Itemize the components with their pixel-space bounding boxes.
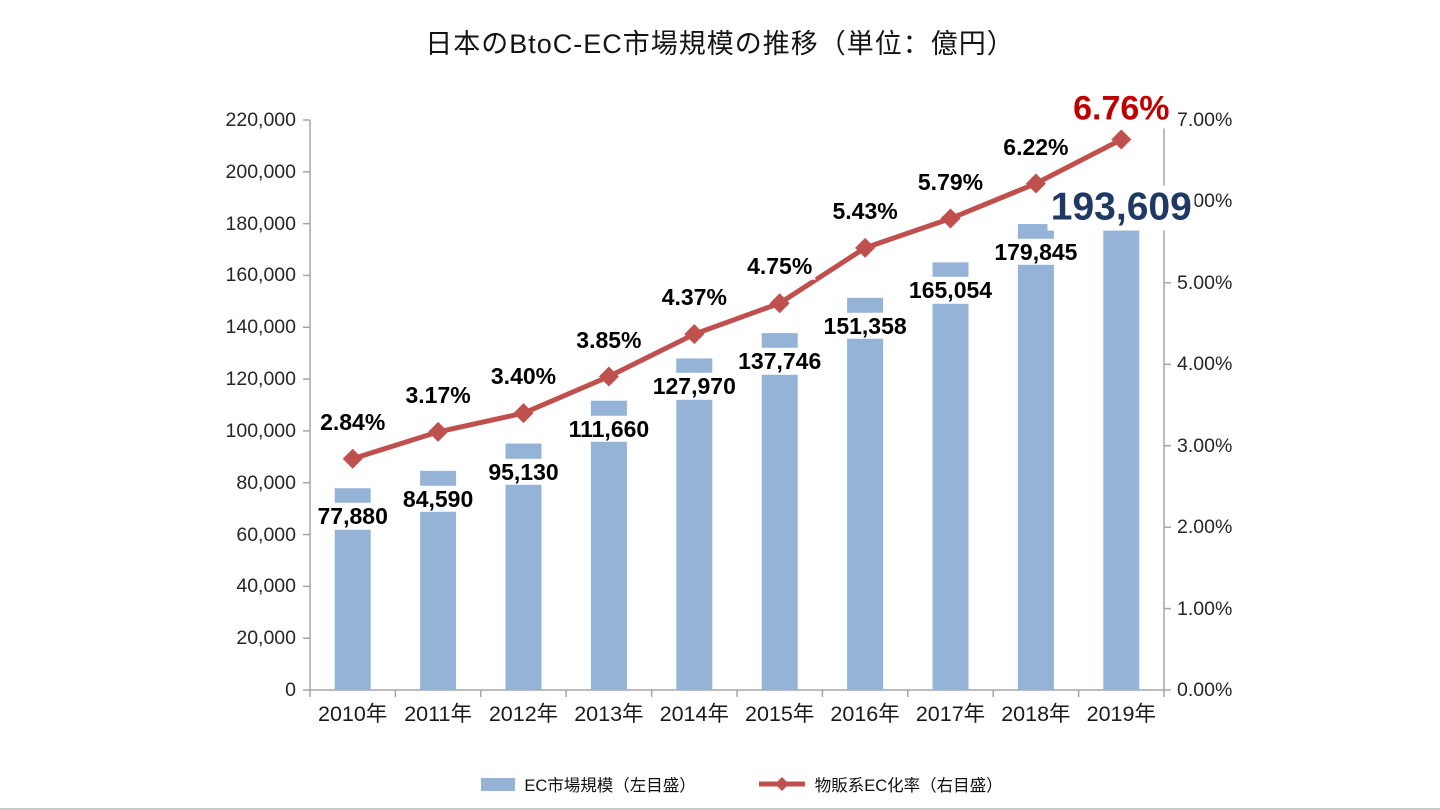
line-marker-2015年 [769, 293, 790, 314]
line-marker-2016年 [855, 237, 876, 258]
legend: EC市場規模（左目盛） 物販系EC化率（右目盛） [0, 772, 1440, 796]
line-marker-2019年 [1111, 129, 1132, 150]
line-marker-2013年 [598, 366, 619, 387]
legend-item-line-series: 物販系EC化率（右目盛） [758, 772, 1003, 796]
line-marker-2017年 [940, 208, 961, 229]
legend-line-series-label: 物販系EC化率（右目盛） [814, 777, 1003, 795]
bar-series-swatch-icon [481, 777, 516, 791]
line-marker-2012年 [513, 403, 534, 424]
legend-bar-series-label: EC市場規模（左目盛） [524, 777, 696, 795]
line-marker-2010年 [342, 448, 363, 469]
chart-title: 日本のBtoC-EC市場規模の推移（単位：億円） [425, 29, 1015, 59]
legend-item-bar-series: EC市場規模（左目盛） [481, 772, 696, 796]
bar-2019年 [1103, 188, 1140, 690]
bar-2017年 [932, 262, 969, 690]
bar-2012年 [505, 443, 542, 690]
line-series-swatch-icon [758, 777, 805, 791]
bar-2013年 [590, 400, 627, 690]
bar-2014年 [676, 358, 713, 690]
line-marker-2014年 [684, 324, 705, 345]
line-marker-2018年 [1025, 173, 1046, 194]
bar-2016年 [847, 297, 884, 690]
bar-2015年 [761, 333, 798, 690]
line-marker-2011年 [428, 421, 449, 442]
bar-2018年 [1017, 224, 1054, 690]
bar-2011年 [420, 470, 457, 690]
bar-2010年 [334, 488, 371, 690]
